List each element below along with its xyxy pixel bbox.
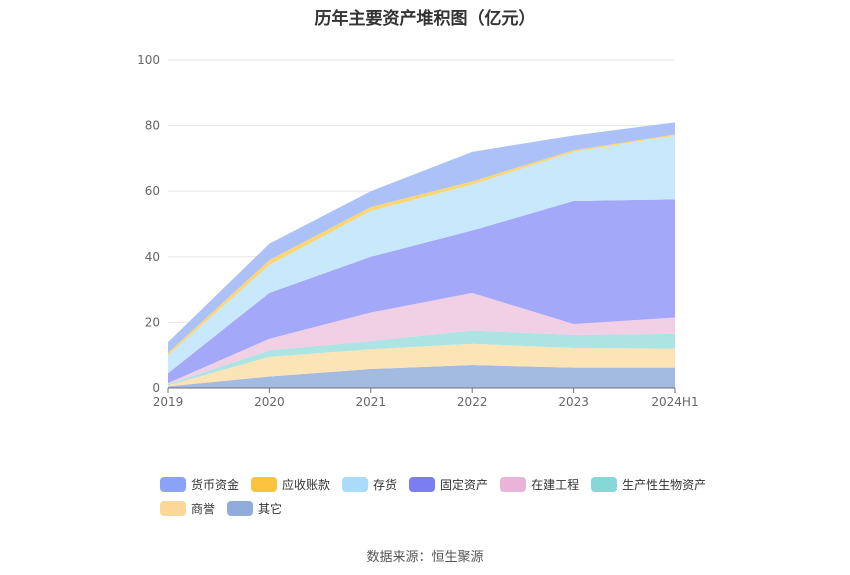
legend-swatch — [409, 476, 436, 492]
source-note: 数据来源：恒生聚源 — [366, 550, 484, 565]
y-tick-label: 100 — [137, 53, 160, 67]
legend-label: 在建工程 — [531, 477, 580, 492]
legend-swatch — [251, 476, 278, 492]
legend-label: 货币资金 — [191, 477, 240, 492]
y-tick-label: 0 — [152, 381, 160, 395]
x-tick-label: 2023 — [558, 395, 589, 409]
legend-item[interactable]: 生产性生物资产 — [591, 476, 706, 493]
legend-label: 存货 — [373, 477, 398, 492]
legend-label: 商誉 — [191, 501, 216, 516]
legend: 货币资金 应收账款 存货 固定资产 在建工程 生产性生物资产 商誉 其它 — [160, 472, 720, 520]
legend-swatch — [160, 500, 186, 516]
legend-item[interactable]: 在建工程 — [500, 476, 579, 493]
y-tick-label: 80 — [145, 119, 160, 133]
legend-swatch — [500, 476, 527, 492]
legend-swatch — [342, 476, 369, 492]
area-series-在建工程 — [168, 292, 675, 385]
y-tick-label: 60 — [145, 184, 160, 198]
y-tick-label: 20 — [145, 315, 160, 329]
x-tick-label: 2024H1 — [651, 395, 698, 409]
legend-label: 生产性生物资产 — [622, 477, 707, 492]
legend-swatch — [160, 476, 186, 492]
area-series — [168, 122, 675, 388]
legend-label: 其它 — [258, 501, 283, 516]
legend-item[interactable]: 应收账款 — [251, 476, 330, 493]
legend-row: 货币资金 应收账款 存货 固定资产 在建工程 生产性生物资产 — [160, 472, 720, 496]
legend-item[interactable]: 其它 — [227, 500, 282, 517]
legend-item[interactable]: 货币资金 — [160, 476, 239, 493]
x-tick-label: 2020 — [254, 395, 285, 409]
area-series-生产性生物资产 — [168, 330, 675, 386]
x-tick-label: 2021 — [356, 395, 387, 409]
legend-item[interactable]: 商誉 — [160, 500, 215, 517]
legend-swatch — [227, 500, 254, 516]
x-tick-label: 2022 — [457, 395, 488, 409]
legend-label: 应收账款 — [282, 477, 331, 492]
area-series-固定资产 — [168, 199, 675, 384]
x-tick-label: 2019 — [153, 395, 184, 409]
legend-label: 固定资产 — [440, 477, 489, 492]
legend-swatch — [591, 476, 618, 492]
y-tick-label: 40 — [145, 250, 160, 264]
legend-item[interactable]: 存货 — [342, 476, 397, 493]
area-series-存货 — [168, 135, 675, 374]
legend-row: 商誉 其它 — [160, 496, 720, 520]
chart-title: 历年主要资产堆积图（亿元） — [314, 9, 536, 29]
area-series-商誉 — [168, 343, 675, 387]
area-series-其它 — [168, 365, 675, 388]
legend-item[interactable]: 固定资产 — [409, 476, 488, 493]
axes: 0 20 40 60 80 100 2019 2020 2021 2022 2023 2024H1 — [137, 53, 699, 409]
